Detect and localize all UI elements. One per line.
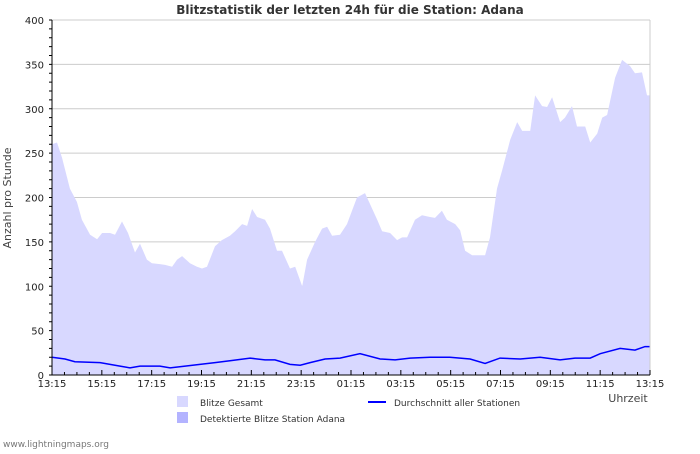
x-tick-label: 05:15: [436, 379, 465, 390]
x-tick-label: 01:15: [337, 379, 366, 390]
x-axis-label: Uhrzeit: [608, 392, 648, 405]
legend-label-station: Detektierte Blitze Station Adana: [200, 415, 345, 425]
x-tick-label: 07:15: [486, 379, 515, 390]
footer-url: www.lightningmaps.org: [3, 440, 109, 450]
y-tick-label: 400: [25, 16, 44, 27]
x-tick-label: 11:15: [586, 379, 615, 390]
series-area-blitze-gesamt: [52, 59, 650, 376]
x-tick-label: 17:15: [137, 379, 166, 390]
x-tick-label: 19:15: [187, 379, 216, 390]
y-tick-label: 350: [25, 60, 44, 71]
legend-label-gesamt: Blitze Gesamt: [200, 399, 263, 409]
x-tick-label: 23:15: [287, 379, 316, 390]
chart-title: Blitzstatistik der letzten 24h für die S…: [176, 3, 523, 17]
y-tick-label: 200: [25, 194, 44, 205]
y-tick-label: 250: [25, 149, 44, 160]
y-tick-label: 300: [25, 105, 44, 116]
x-tick-label: 21:15: [237, 379, 266, 390]
x-tick-label: 13:15: [38, 379, 67, 390]
x-tick-label: 09:15: [536, 379, 565, 390]
series-line-durchschnitt-aller-stationen: [51, 345, 650, 369]
y-tick-label: 50: [31, 327, 44, 338]
legend-label-average: Durchschnitt aller Stationen: [394, 399, 520, 409]
legend-swatch-gesamt: [177, 396, 188, 407]
y-tick-label: 150: [25, 238, 44, 249]
y-axis-label: Anzahl pro Stunde: [1, 147, 14, 248]
x-tick-label: 13:15: [636, 379, 665, 390]
legend-swatch-station: [177, 412, 188, 423]
y-tick-label: 0: [38, 371, 44, 382]
x-tick-label: 15:15: [87, 379, 116, 390]
x-tick-label: 03:15: [386, 379, 415, 390]
y-tick-label: 100: [25, 282, 44, 293]
